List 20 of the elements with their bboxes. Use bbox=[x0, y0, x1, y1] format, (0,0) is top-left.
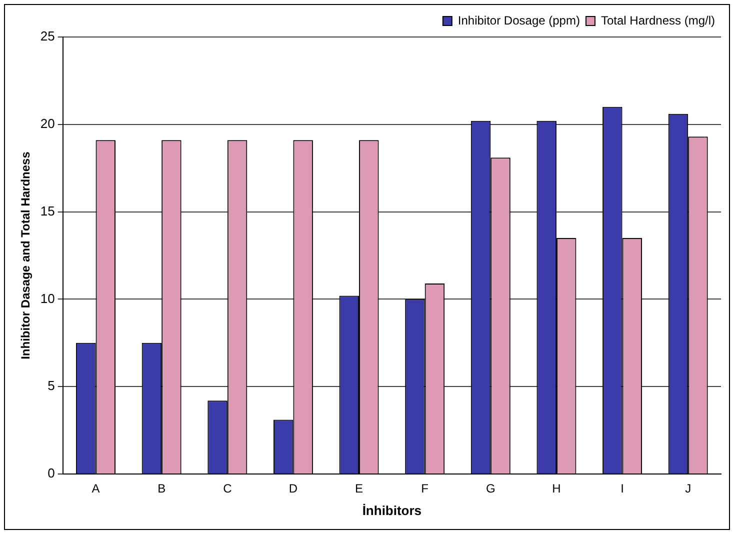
y-tick-label: 10 bbox=[40, 290, 55, 306]
y-tick-label: 5 bbox=[48, 378, 55, 394]
legend-label: Total Hardness (mg/l) bbox=[600, 13, 716, 28]
x-tick-label: I bbox=[620, 482, 624, 496]
x-tick-label: D bbox=[288, 482, 298, 496]
y-tick-label: 15 bbox=[40, 203, 55, 218]
x-tick-label: E bbox=[355, 482, 364, 496]
legend-label: Inhibitor Dosage (ppm) bbox=[458, 13, 580, 28]
y-tick-label: 25 bbox=[40, 28, 55, 44]
y-axis-title: Inhibitor Dasage and Total Hardness bbox=[18, 151, 33, 360]
x-tick-label: J bbox=[685, 482, 692, 496]
x-tick-label: H bbox=[552, 482, 561, 496]
x-axis-title: İnhibitors bbox=[362, 502, 422, 518]
y-tick-label: 20 bbox=[40, 116, 55, 131]
x-tick-label: C bbox=[223, 482, 232, 496]
y-tick-label: 0 bbox=[48, 466, 55, 481]
x-tick-label: G bbox=[486, 482, 496, 496]
x-tick-label: A bbox=[92, 482, 100, 496]
x-tick-label: F bbox=[421, 482, 429, 496]
x-tick-label: B bbox=[158, 482, 166, 496]
